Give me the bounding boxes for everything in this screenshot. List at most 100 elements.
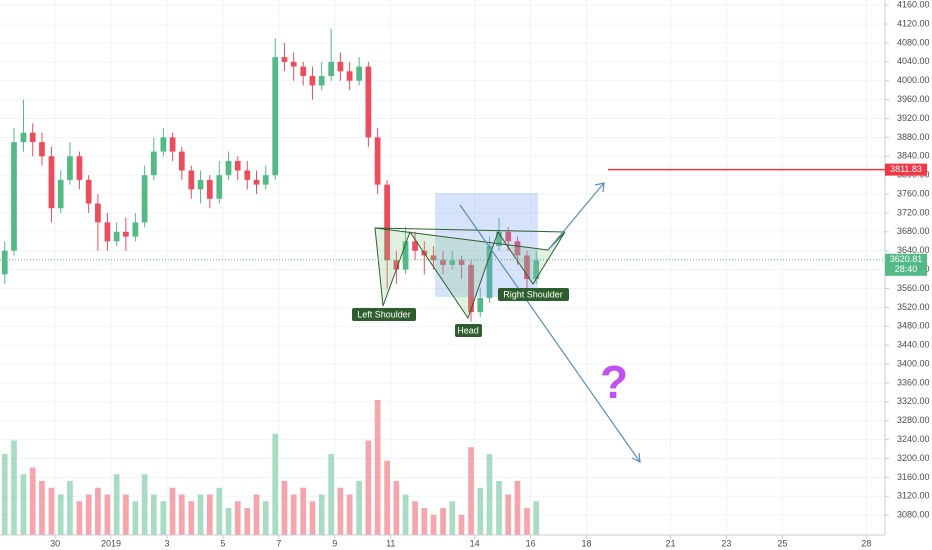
- candle-body: [272, 57, 279, 176]
- candle-body: [337, 61, 344, 72]
- candle-body: [374, 137, 381, 185]
- volume-bar: [496, 481, 502, 535]
- volume-bar: [123, 494, 129, 535]
- candle-body: [468, 264, 474, 313]
- x-tick-label: 2019: [101, 538, 121, 548]
- volume-bar: [39, 481, 45, 535]
- y-tick-label: 3960.00: [897, 94, 930, 104]
- candle-body: [300, 66, 307, 77]
- candle-body: [169, 137, 176, 152]
- volume-bar: [440, 508, 446, 535]
- candle-body: [365, 66, 372, 138]
- candle-body: [160, 137, 167, 152]
- candle-body: [393, 260, 400, 270]
- x-tick-label: 28: [861, 538, 871, 548]
- volume-bar: [505, 494, 512, 535]
- candle-body: [95, 203, 101, 223]
- volume-bar: [449, 501, 456, 535]
- volume-bar: [178, 494, 185, 535]
- candle-body: [346, 71, 353, 81]
- y-tick-label: 3320.00: [897, 396, 930, 406]
- volume-bar: [11, 440, 17, 535]
- volume-bar: [141, 474, 148, 535]
- y-tick-label: 3160.00: [897, 472, 930, 482]
- x-tick-label: 25: [777, 538, 787, 548]
- y-tick-label: 4000.00: [897, 75, 930, 85]
- candle-body: [318, 76, 325, 86]
- y-tick-label: 3400.00: [897, 358, 930, 368]
- candle-body: [430, 255, 437, 261]
- volume-bar: [188, 501, 195, 535]
- candle-body: [132, 222, 139, 237]
- y-tick-label: 3360.00: [897, 377, 930, 387]
- candle-body: [234, 161, 241, 171]
- range-box: [435, 193, 538, 297]
- volume-bar: [57, 494, 64, 535]
- last-price-box: [885, 253, 927, 276]
- grid: [0, 0, 885, 535]
- volume-bar: [169, 487, 176, 535]
- candle-body: [262, 175, 269, 185]
- volume: [1, 400, 540, 535]
- down-arrow: [459, 204, 641, 463]
- volume-bar: [458, 514, 465, 535]
- y-tick-label: 3680.00: [897, 226, 930, 236]
- y-tick-label: 3880.00: [897, 132, 930, 142]
- candle-body: [225, 161, 232, 176]
- y-tick-label: 3200.00: [897, 453, 930, 463]
- volume-bar: [1, 454, 8, 535]
- question-mark: ?: [600, 356, 628, 408]
- volume-bar: [477, 487, 484, 535]
- x-tick-label: 11: [386, 538, 395, 548]
- volume-bar: [309, 501, 316, 535]
- candle-body: [85, 179, 92, 204]
- y-tick-label: 4040.00: [897, 56, 930, 66]
- candles: [1, 28, 540, 322]
- volume-bar: [225, 508, 232, 535]
- x-tick-label: 30: [50, 538, 60, 548]
- y-tick-label: 3080.00: [897, 510, 930, 520]
- y-tick-label: 4160.00: [897, 0, 930, 10]
- volume-bar: [150, 494, 157, 535]
- volume-bar: [160, 501, 167, 535]
- up-arrow-head: [594, 182, 605, 193]
- volume-bar: [421, 508, 428, 535]
- volume-bar: [281, 481, 288, 535]
- volume-bar: [262, 501, 269, 535]
- y-tick-label: 4120.00: [897, 18, 930, 28]
- x-tick-label: 3: [164, 538, 169, 548]
- candle-body: [505, 231, 512, 242]
- candle-body: [11, 142, 17, 251]
- candle-body: [328, 61, 335, 77]
- label-box: [455, 324, 482, 337]
- y-tick-label: 3120.00: [897, 491, 930, 501]
- countdown: 28:40: [895, 264, 918, 274]
- volume-bar: [430, 514, 437, 535]
- y-tick-label: 4080.00: [897, 37, 930, 47]
- level-label: 3811.83: [890, 164, 922, 174]
- volume-bar: [29, 467, 36, 535]
- candle-body: [104, 222, 111, 242]
- volume-bar: [300, 487, 307, 535]
- candle-body: [197, 179, 204, 190]
- volume-bar: [234, 501, 241, 535]
- volume-bar: [384, 460, 390, 535]
- candle-body: [290, 61, 297, 67]
- volume-bar: [206, 494, 213, 535]
- volume-bar: [356, 481, 363, 535]
- candle-body: [449, 260, 456, 265]
- volume-bar: [48, 487, 55, 535]
- candle-body: [57, 179, 64, 209]
- x-tick-label: 21: [665, 538, 675, 548]
- volume-bar: [85, 494, 92, 535]
- y-tick-label: 3840.00: [897, 151, 930, 161]
- volume-bar: [244, 508, 251, 535]
- x-tick-label: 9: [332, 538, 337, 548]
- down-arrow-head: [631, 452, 641, 464]
- label-box: [498, 288, 569, 301]
- volume-bar: [412, 501, 418, 535]
- y-tick-label: 3520.00: [897, 302, 930, 312]
- volume-bar: [216, 487, 223, 535]
- candle-body: [206, 179, 213, 199]
